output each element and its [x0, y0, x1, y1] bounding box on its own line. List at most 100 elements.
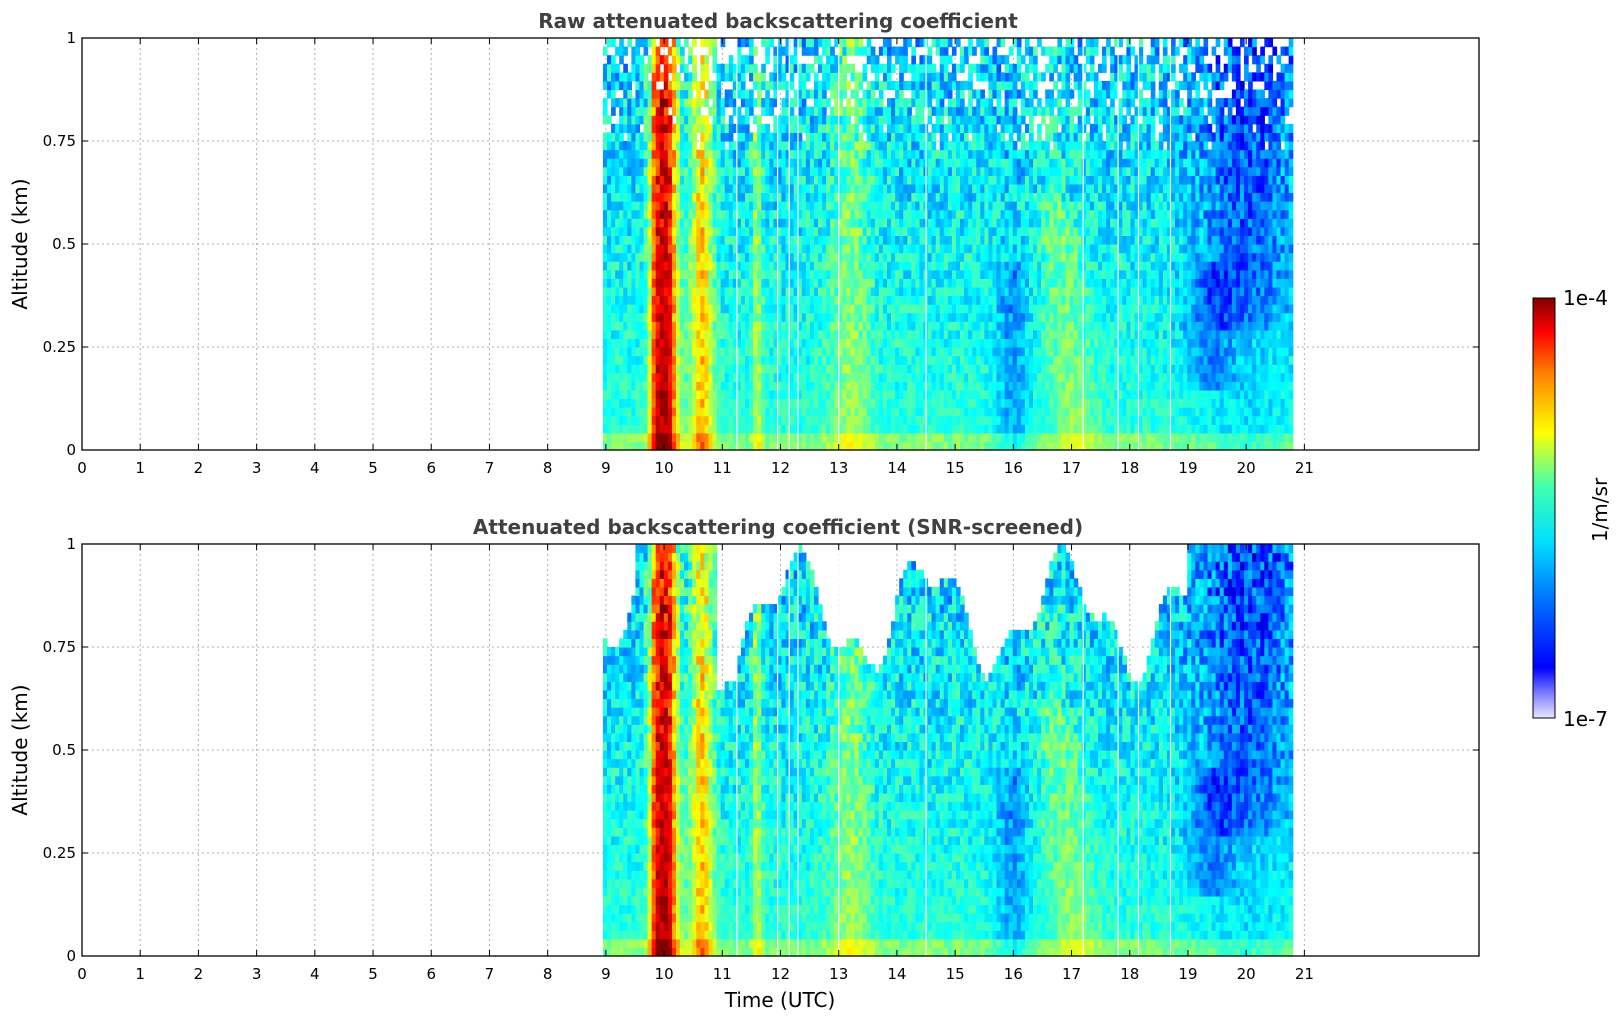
heatmap-cell — [862, 192, 868, 202]
heatmap-cell — [838, 183, 843, 194]
heatmap-cell — [919, 304, 925, 314]
heatmap-cell — [623, 183, 628, 194]
heatmap-cell — [615, 192, 620, 202]
heatmap-cell — [797, 209, 803, 219]
heatmap-cell — [716, 286, 722, 297]
heatmap-cell — [740, 192, 746, 202]
heatmap-cell — [935, 158, 941, 168]
heatmap-cell — [939, 106, 945, 116]
heatmap-cell — [639, 72, 645, 82]
heatmap-cell — [704, 201, 710, 211]
heatmap-cell — [736, 424, 742, 434]
heatmap-cell — [1004, 201, 1010, 211]
heatmap-cell — [972, 183, 977, 194]
heatmap-cell — [846, 226, 852, 237]
heatmap-cell — [1004, 424, 1010, 434]
heatmap-cell — [1045, 381, 1050, 391]
heatmap-cell — [623, 398, 628, 408]
heatmap-cell — [903, 355, 908, 365]
heatmap-cell — [891, 398, 896, 408]
heatmap-cell — [635, 381, 641, 391]
heatmap-cell — [708, 389, 714, 400]
heatmap-cell — [1041, 201, 1046, 211]
heatmap-cell — [947, 158, 953, 168]
heatmap-cell — [627, 398, 632, 408]
heatmap-cell — [992, 115, 998, 125]
heatmap-cell — [611, 166, 616, 176]
heatmap-cell — [1045, 123, 1050, 134]
heatmap-cell — [724, 364, 730, 374]
heatmap-cell — [619, 226, 624, 237]
heatmap-cell — [602, 329, 608, 340]
heatmap-cell — [1024, 252, 1030, 262]
heatmap-cell — [781, 72, 787, 82]
heatmap-cell — [736, 252, 742, 262]
heatmap-cell — [1016, 244, 1022, 254]
heatmap-cell — [968, 407, 973, 417]
heatmap-cell — [960, 338, 965, 348]
heatmap-cell — [996, 252, 1002, 262]
heatmap-cell — [611, 312, 616, 322]
heatmap-cell — [931, 355, 937, 365]
heatmap-cell — [631, 55, 637, 65]
heatmap-cell — [886, 329, 892, 340]
heatmap-cell — [878, 295, 884, 305]
heatmap-cell — [813, 132, 819, 142]
heatmap-cell — [1016, 115, 1022, 125]
heatmap-cell — [757, 89, 762, 99]
heatmap-cell — [972, 364, 977, 374]
heatmap-cell — [895, 218, 900, 228]
heatmap-cell — [692, 415, 697, 425]
heatmap-cell — [708, 295, 714, 305]
heatmap-cell — [667, 304, 673, 314]
heatmap-cell — [704, 115, 710, 125]
heatmap-cell — [793, 321, 799, 331]
heatmap-cell — [1024, 80, 1030, 91]
heatmap-cell — [619, 372, 624, 382]
heatmap-cell — [744, 226, 750, 237]
heatmap-cell — [651, 372, 657, 382]
heatmap-cell — [716, 389, 722, 400]
heatmap-cell — [850, 389, 856, 400]
heatmap-cell — [671, 244, 677, 254]
heatmap-cell — [781, 226, 787, 237]
heatmap-cell — [773, 141, 779, 151]
heatmap-cell — [716, 115, 722, 125]
heatmap-cell — [927, 278, 933, 288]
heatmap-cell — [947, 389, 953, 400]
heatmap-cell — [1037, 295, 1042, 305]
heatmap-cell — [935, 398, 941, 408]
heatmap-cell — [602, 98, 608, 108]
heatmap-cell — [635, 115, 641, 125]
heatmap-cell — [793, 347, 799, 357]
heatmap-cell — [1037, 166, 1042, 176]
heatmap-cell — [1033, 355, 1038, 365]
heatmap-cell — [635, 209, 641, 219]
heatmap-cell — [842, 46, 848, 56]
heatmap-cell — [988, 269, 994, 279]
heatmap-cell — [846, 106, 852, 116]
heatmap-cell — [651, 381, 657, 391]
heatmap-cell — [732, 304, 738, 314]
heatmap-cell — [878, 89, 884, 99]
heatmap-cell — [842, 398, 848, 408]
heatmap-cell — [607, 141, 612, 151]
heatmap-cell — [676, 166, 681, 176]
heatmap-cell — [805, 38, 811, 48]
heatmap-cell — [789, 80, 795, 91]
heatmap-cell — [951, 355, 957, 365]
heatmap-cell — [623, 235, 628, 245]
heatmap-cell — [688, 441, 693, 451]
heatmap-cell — [891, 355, 896, 365]
heatmap-cell — [996, 80, 1002, 91]
heatmap-cell — [1000, 312, 1006, 322]
heatmap-cell — [789, 295, 795, 305]
heatmap-cell — [947, 166, 953, 176]
heatmap-cell — [651, 209, 657, 219]
heatmap-cell — [785, 398, 791, 408]
heatmap-cell — [968, 72, 973, 82]
heatmap-cell — [627, 244, 632, 254]
heatmap-cell — [635, 304, 641, 314]
heatmap-cell — [643, 441, 649, 451]
heatmap-cell — [789, 304, 795, 314]
